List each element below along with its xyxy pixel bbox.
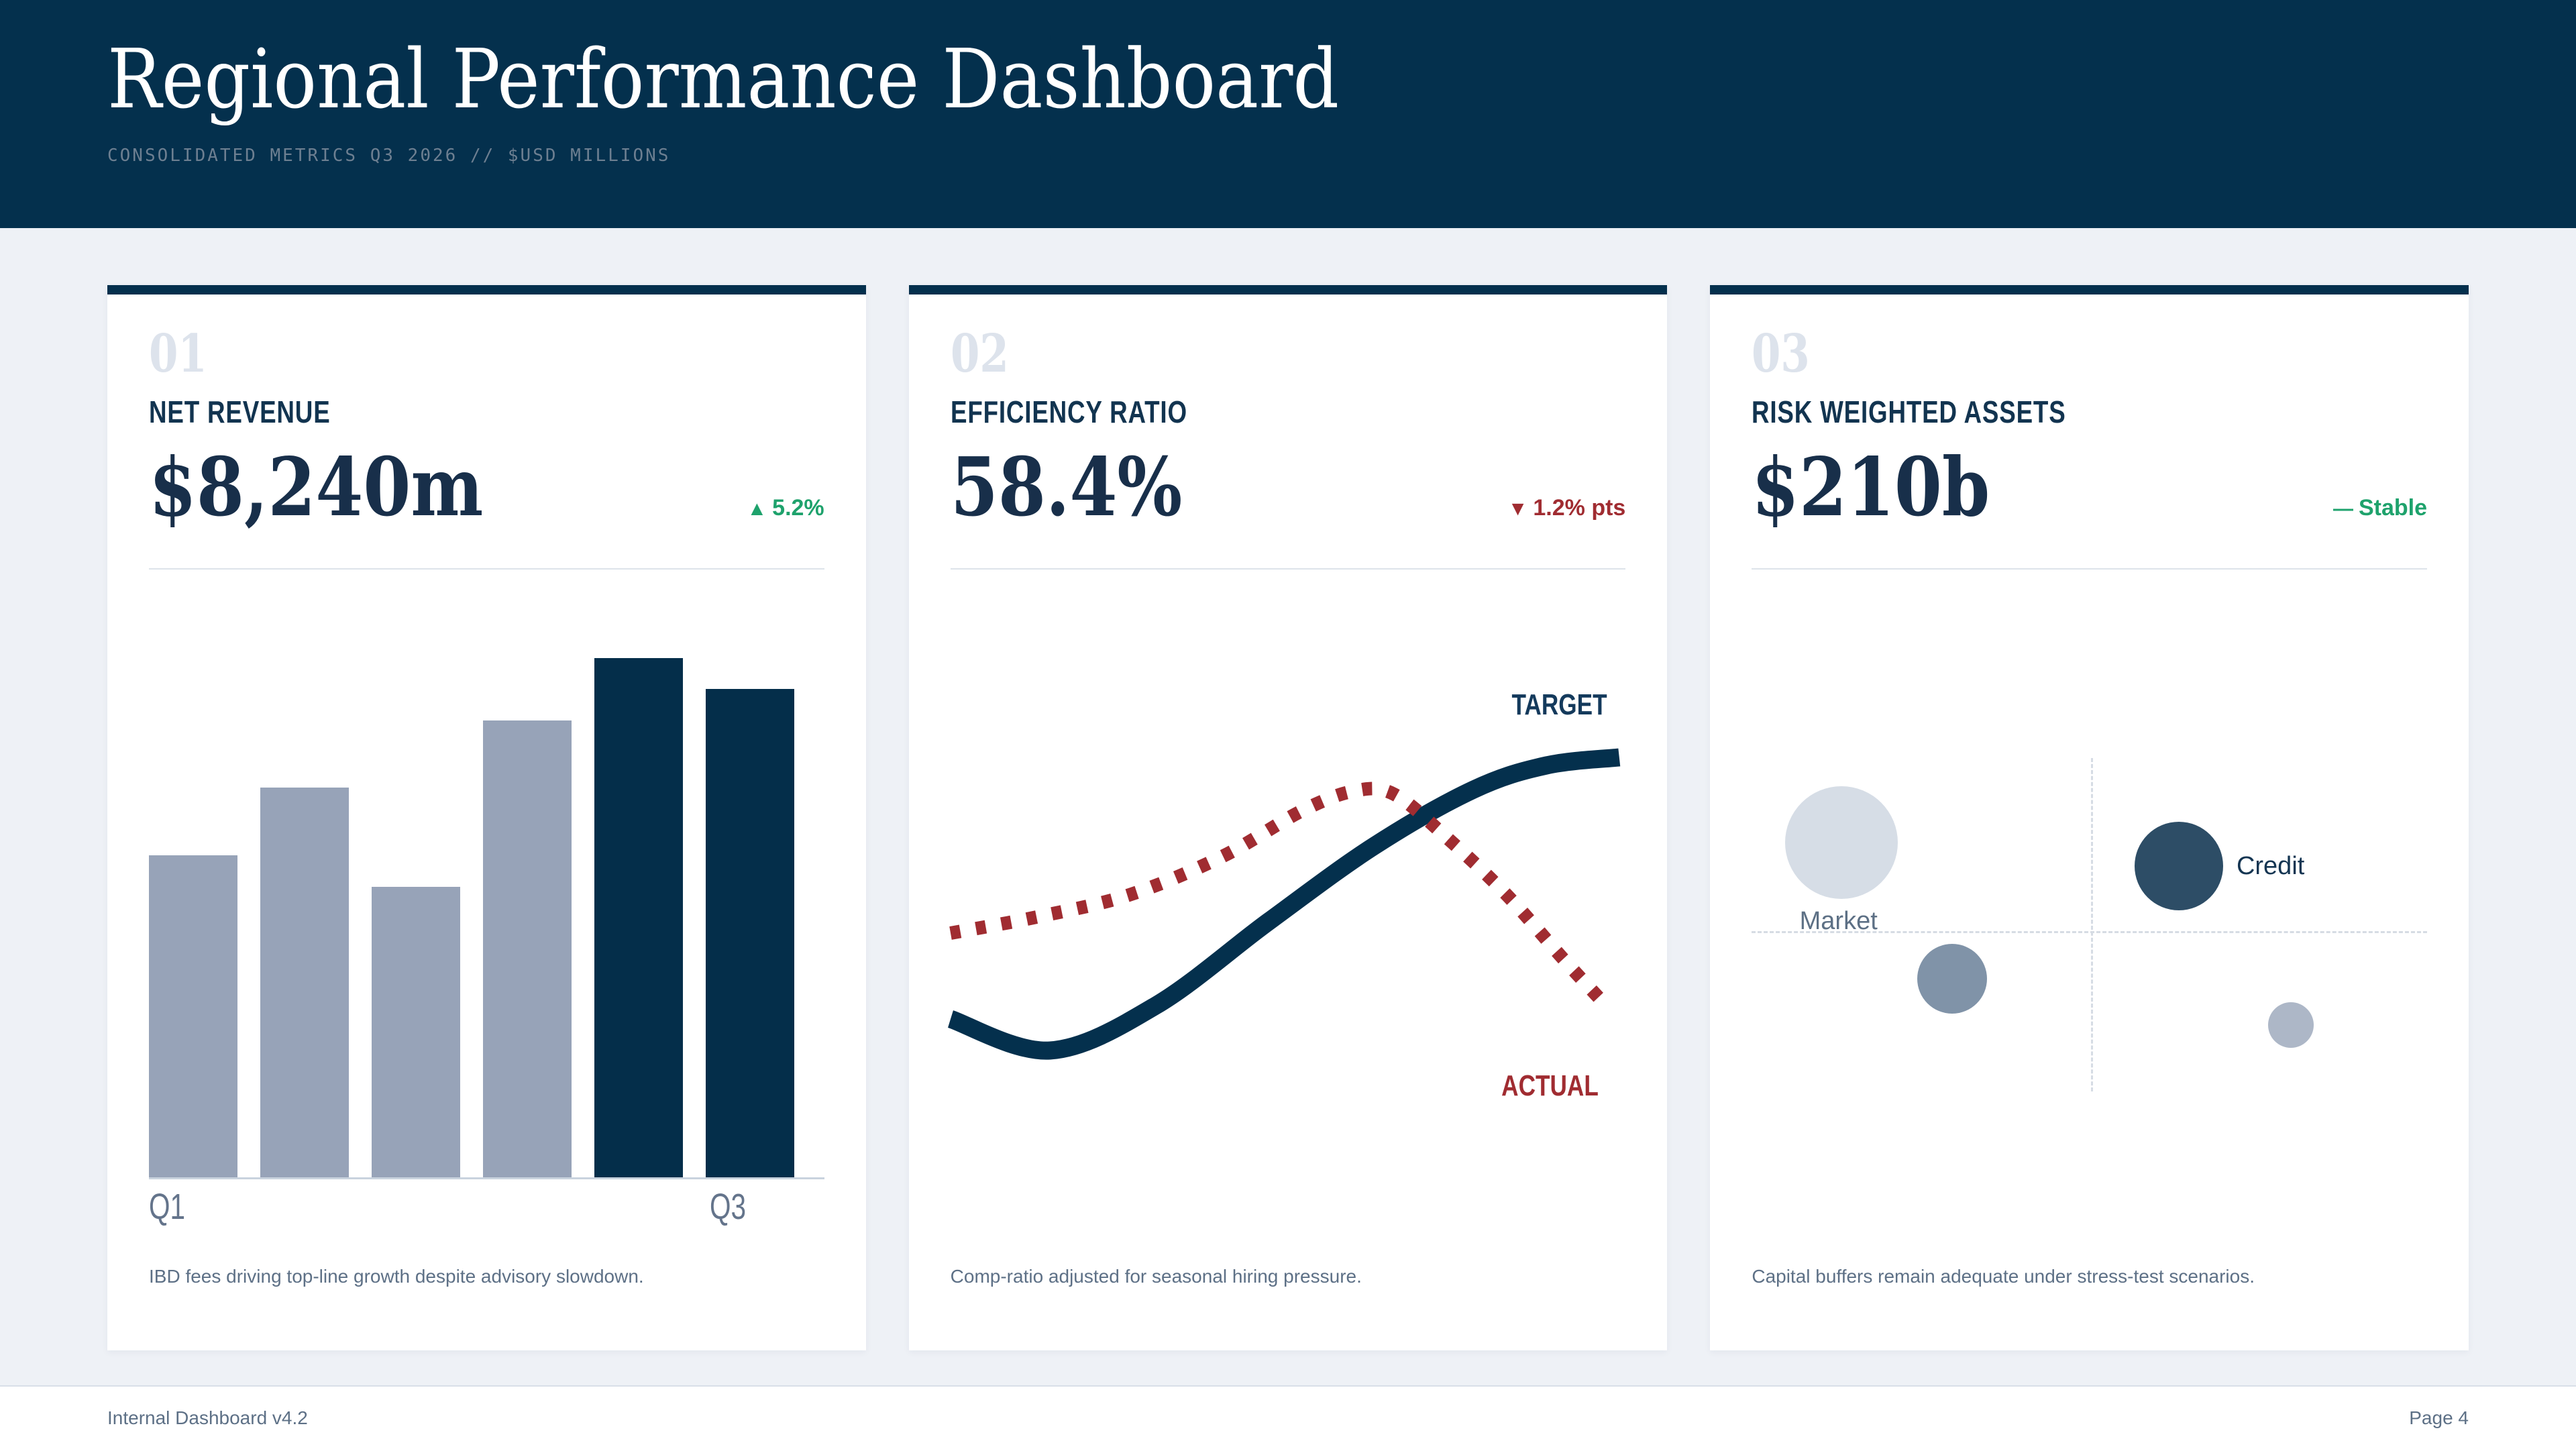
actual-series-label: ACTUAL: [1501, 1069, 1599, 1102]
bubble-unlabeled-3: [1917, 944, 1988, 1014]
down-arrow-icon: ▼: [1507, 498, 1528, 520]
page-title-text: Regional Performance Dashboard: [107, 32, 1340, 127]
delta-badge: ▲ 5.2%: [747, 496, 824, 519]
bar-1: [149, 855, 237, 1177]
card-net-revenue: 01 NET REVENUE $8,240m ▲ 5.2% Q1 Q3 IBD f…: [107, 285, 866, 1350]
tick-label-q3: Q3: [709, 1187, 746, 1227]
kpi-label: EFFICIENCY RATIO: [950, 394, 1187, 429]
card-number: 03: [1752, 323, 1811, 384]
bar-3: [372, 887, 460, 1177]
x-axis-line: [149, 1177, 824, 1179]
divider: [1752, 568, 2428, 570]
delta-badge: ▼ 1.2% pts: [1508, 496, 1626, 519]
header-banner: Regional Performance Dashboard CONSOLIDA…: [0, 0, 2576, 228]
delta-text: 5.2%: [772, 495, 824, 521]
x-axis-labels: Q1 Q3: [149, 1187, 824, 1229]
quadrant-vertical-line: [2090, 758, 2093, 1091]
kpi-value: 58.4%: [950, 440, 1183, 535]
bar-2: [260, 788, 349, 1177]
card-risk-weighted-assets: 03 RISK WEIGHTED ASSETS $210b — Stable Ma…: [1710, 285, 2469, 1350]
card-caption: Capital buffers remain adequate under st…: [1752, 1265, 2255, 1287]
bar-4: [483, 720, 572, 1177]
bubble-market: [1784, 786, 1898, 899]
bubble-unlabeled-4: [2267, 1002, 2314, 1048]
quadrant-horizontal-line: [1752, 931, 2428, 933]
target-line: [947, 748, 1620, 1060]
kpi-cards-row: 01 NET REVENUE $8,240m ▲ 5.2% Q1 Q3 IBD f…: [0, 228, 2576, 1350]
card-caption: Comp-ratio adjusted for seasonal hiring …: [950, 1265, 1362, 1287]
delta-text: Stable: [2358, 495, 2428, 521]
actual-dashed-line: [949, 782, 1611, 1010]
kpi-row: $210b — Stable: [1752, 447, 2427, 528]
card-number: 02: [950, 323, 1009, 384]
kpi-label: NET REVENUE: [149, 394, 331, 429]
bar-5: [594, 658, 683, 1177]
dash-icon: —: [2332, 498, 2353, 520]
kpi-row: 58.4% ▼ 1.2% pts: [951, 447, 1626, 528]
card-number: 01: [149, 323, 207, 384]
efficiency-line-chart: TARGET ACTUAL: [947, 688, 1626, 1160]
rwa-bubble-chart: Market Credit: [1752, 724, 2428, 1193]
revenue-bar-chart: [149, 658, 824, 1177]
footer-version: Internal Dashboard v4.2: [107, 1407, 308, 1428]
kpi-value: $210b: [1752, 440, 1990, 535]
delta-badge: — Stable: [2333, 496, 2427, 519]
footer-page-number: Page 4: [2409, 1407, 2469, 1428]
page-title: Regional Performance Dashboard: [107, 0, 2469, 125]
footer-bar: Internal Dashboard v4.2 Page 4: [0, 1385, 2576, 1449]
bubble-credit: [2134, 822, 2223, 910]
kpi-row: $8,240m ▲ 5.2%: [149, 447, 824, 528]
page-subtitle: CONSOLIDATED METRICS Q3 2026 // $USD MIL…: [107, 145, 671, 166]
target-series-label: TARGET: [1511, 688, 1607, 721]
bubble-label-market: Market: [1799, 907, 1878, 935]
delta-text: 1.2% pts: [1533, 495, 1626, 521]
tick-label-q1: Q1: [149, 1187, 186, 1227]
kpi-label: RISK WEIGHTED ASSETS: [1752, 394, 2066, 429]
line-chart-svg: [947, 748, 1620, 1060]
up-arrow-icon: ▲: [747, 498, 767, 520]
divider: [149, 568, 824, 570]
card-efficiency-ratio: 02 EFFICIENCY RATIO 58.4% ▼ 1.2% pts TARG…: [908, 285, 1668, 1350]
bubble-label-credit: Credit: [2236, 852, 2305, 880]
bar-6: [706, 689, 794, 1177]
card-caption: IBD fees driving top-line growth despite…: [149, 1265, 644, 1287]
divider: [950, 568, 1626, 570]
kpi-value: $8,240m: [149, 440, 484, 535]
